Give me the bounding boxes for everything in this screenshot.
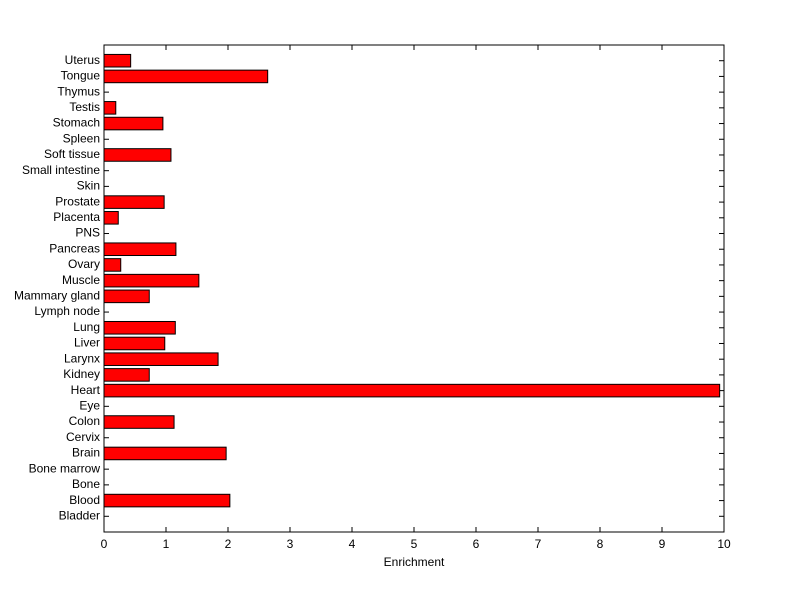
y-tick-label: Thymus [57,84,100,98]
y-tick-label: Spleen [63,131,100,145]
x-tick-label: 0 [101,537,108,551]
x-tick-label: 4 [349,537,356,551]
y-tick-label: Muscle [62,273,100,287]
x-tick-label: 6 [473,537,480,551]
y-tick-label: Tongue [61,69,101,83]
y-tick-label: Kidney [63,367,100,381]
x-tick-label: 5 [411,537,418,551]
bar [103,258,122,272]
x-tick-label: 1 [163,537,170,551]
y-tick-label: Larynx [64,351,100,365]
x-tick-label: 7 [535,537,542,551]
bar [103,446,227,461]
x-tick-label: 8 [597,537,604,551]
bar [103,53,132,68]
bar [103,101,117,115]
y-tick-label: Soft tissue [44,147,100,161]
x-tick-label: 2 [225,537,232,551]
y-tick-label: Stomach [53,116,100,130]
bar [103,195,165,209]
x-tick-label: 9 [659,537,666,551]
bar [103,336,166,351]
bar [103,148,172,162]
y-tick-label: Prostate [55,194,100,208]
y-tick-label: Mammary gland [14,289,100,303]
y-tick-label: Ovary [68,257,100,271]
x-tick-label: 3 [287,537,294,551]
y-tick-label: Blood [69,493,100,507]
bar [103,69,269,84]
y-tick-label: Testis [69,100,100,114]
y-tick-label: Colon [69,414,100,428]
bar [103,368,150,382]
y-tick-label: Bone marrow [29,461,101,475]
y-tick-label: Skin [77,179,100,193]
x-axis-label: Enrichment [384,555,445,569]
bar [103,352,219,366]
y-tick-label: PNS [75,226,100,240]
y-tick-label: Bladder [59,508,100,522]
y-tick-label: Cervix [66,430,100,444]
bar [103,116,164,131]
y-tick-label: Heart [71,383,101,397]
y-tick-label: Eye [79,398,100,412]
y-tick-label: Brain [72,446,100,460]
y-tick-label: Bone [72,477,100,491]
bar [103,289,150,304]
y-tick-label: Lymph node [34,304,100,318]
bar [103,320,176,335]
y-tick-label: Uterus [65,53,100,67]
y-tick-label: Placenta [53,210,100,224]
y-tick-label: Lung [73,320,100,334]
bar [103,211,119,225]
y-tick-label: Pancreas [49,241,100,255]
bar [103,383,721,398]
bar [103,493,231,508]
y-tick-label: Small intestine [22,163,100,177]
bar [103,415,175,429]
x-tick-label: 10 [717,537,731,551]
y-tick-label: Liver [74,336,100,350]
bar [103,273,200,288]
bar [103,242,177,257]
